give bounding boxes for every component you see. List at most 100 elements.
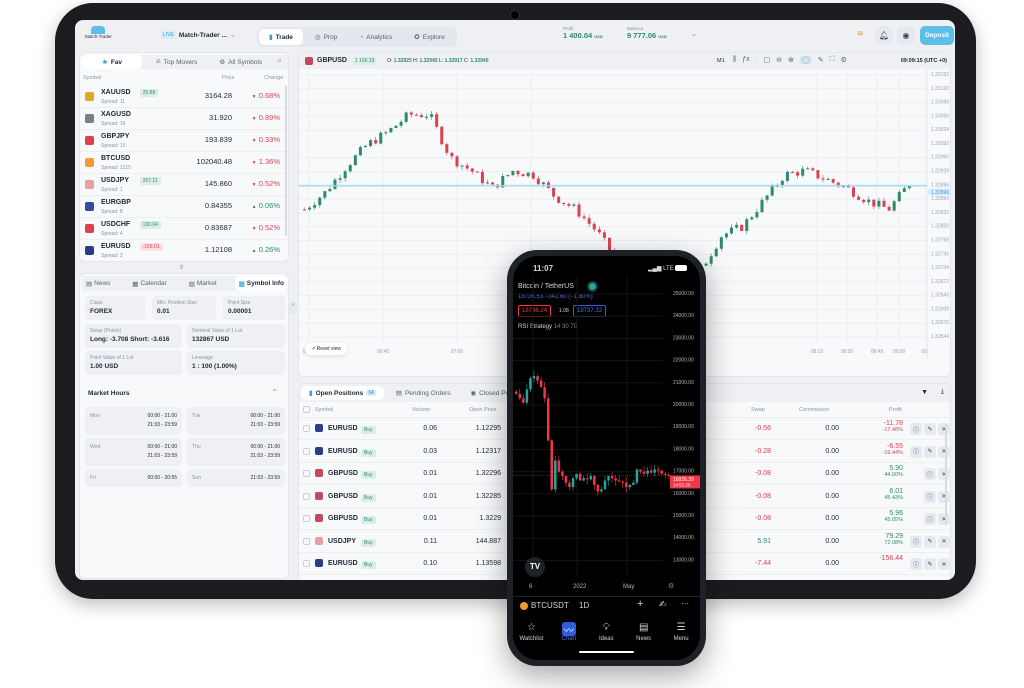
watchlist-row[interactable]: XAGUSD Spread: 16 31.920 ▼ 0.89% — [80, 108, 288, 130]
col-open-price[interactable]: Open Price — [469, 407, 497, 413]
watchlist-tab-all-symbols[interactable]: ⚙ All Symbols — [211, 55, 270, 69]
info-icon[interactable]: ⓘ — [924, 468, 936, 480]
account-expand-chevron-icon[interactable]: ⌄ — [691, 31, 697, 38]
watchlist-scrollbar[interactable] — [285, 86, 287, 236]
mobile-nav-chart[interactable]: 〰 Chart — [550, 622, 587, 642]
watchlist-row[interactable]: XAUUSD 25.88 Spread: 11 3164.28 ▼ 0.68% — [80, 86, 288, 108]
watchlist-row[interactable]: GBPJPY Spread: 15 193.839 ▼ 0.33% — [80, 130, 288, 152]
edit-pencil-icon[interactable]: ✎ — [924, 558, 936, 570]
countdown-label: 14:51:26 — [673, 482, 691, 487]
deposit-button[interactable]: Deposit — [920, 26, 954, 45]
draw-pencil-icon[interactable]: ✎ — [817, 57, 824, 64]
add-plus-icon[interactable]: + — [637, 598, 644, 610]
close-icon[interactable]: ✕ — [938, 558, 950, 570]
panel-resize-handle[interactable]: ⇕ — [179, 265, 185, 271]
watchlist-tab-top-movers[interactable]: 🔥︎ Top Movers — [148, 55, 205, 69]
account-selector[interactable]: LIVE Match-Trader ... ⌄ — [161, 31, 236, 39]
watchlist-row[interactable]: USDJPY 257.11 Spread: 1 145.860 ▼ 0.52% — [80, 174, 288, 196]
col-volume[interactable]: Volume — [412, 407, 431, 413]
info-tab-news[interactable]: ▤ News — [82, 276, 114, 291]
edit-pencil-icon[interactable]: ✎ — [924, 445, 936, 458]
nav-explore[interactable]: ✪ Explore — [404, 29, 455, 45]
row-checkbox[interactable] — [303, 537, 310, 545]
collapse-panel-handle[interactable]: « — [289, 302, 297, 314]
close-icon[interactable]: ✕ — [938, 423, 950, 435]
close-icon[interactable]: ✕ — [938, 535, 950, 548]
col-commission[interactable]: Commission — [799, 407, 830, 413]
watchlist-row[interactable]: EURGBP Spread: 8 0.84355 ▲ 0.06% — [80, 196, 288, 218]
symbol-selector[interactable]: BTCUSDT — [531, 601, 569, 610]
mobile-nav-ideas[interactable]: 💡︎ Ideas — [588, 622, 625, 642]
info-icon[interactable]: ⓘ — [924, 513, 936, 525]
chart-settings-icon[interactable]: ⚙ — [668, 583, 675, 590]
indicators-fx-icon[interactable]: ƒx — [742, 56, 750, 63]
position-row[interactable]: USDJPY Buy 0.11 144.887 5.91 0.00 79.29 7… — [299, 531, 950, 553]
more-icon[interactable]: ··· — [681, 599, 689, 608]
info-icon[interactable]: ⓘ — [924, 490, 936, 503]
mobile-nav-menu[interactable]: ☰ Menu — [663, 622, 700, 642]
fullscreen-icon[interactable]: ⛶ — [829, 56, 835, 63]
watchlist-row[interactable]: USDCHF 130.04 Spread: 4 0.83687 ▼ 0.52% — [80, 218, 288, 240]
settings-gear-icon[interactable]: ⚙ — [840, 57, 847, 64]
collapse-chevron-up-icon[interactable]: ⌃ — [271, 388, 278, 397]
market-hours-day: Thu 00:00 - 21:00 21:03 - 23:59 — [187, 438, 285, 466]
tab-label: Symbol Info — [246, 280, 284, 287]
row-checkbox[interactable] — [303, 515, 310, 522]
row-checkbox[interactable] — [303, 470, 310, 477]
nav-prop[interactable]: ◎ Prop — [305, 29, 347, 45]
download-icon[interactable]: ⤓ — [940, 388, 944, 395]
drawing-pen-icon[interactable]: ✍︎ — [659, 599, 667, 609]
positions-scrollbar[interactable] — [945, 424, 947, 524]
candle-type-icon[interactable]: ⫼ — [733, 56, 737, 63]
timeframe-button[interactable]: M1 — [717, 58, 725, 64]
info-icon[interactable]: ⓘ — [910, 558, 922, 570]
info-icon[interactable]: ⓘ — [910, 423, 922, 435]
select-all-checkbox[interactable] — [303, 406, 310, 413]
info-icon[interactable]: ⓘ — [910, 445, 922, 458]
mobile-nav-watchlist[interactable]: ☆ Watchlist — [513, 622, 550, 642]
zoom-in-icon[interactable]: ⊕ — [787, 57, 794, 64]
close-icon[interactable]: ✕ — [938, 468, 950, 480]
zoom-out-icon[interactable]: ⊖ — [776, 57, 782, 64]
info-icon[interactable]: ⓘ — [910, 535, 922, 548]
row-checkbox[interactable] — [303, 447, 310, 455]
col-symbol[interactable]: Symbol — [315, 407, 334, 413]
symbol-change: 0.33% — [258, 135, 280, 144]
search-icon[interactable]: ⌕ — [277, 56, 282, 65]
positions-tab-pending-orders[interactable]: ▤ Pending Orders — [388, 386, 459, 400]
info-tab-calendar[interactable]: ▦ Calendar — [128, 276, 171, 291]
logo[interactable]: Match-Trader — [85, 26, 112, 39]
filter-icon[interactable]: ▼ — [921, 389, 928, 396]
info-tab-market[interactable]: ▨ Market — [185, 276, 221, 291]
watchlist-row[interactable]: BTCUSD Spread: 1315 102040.48 ▼ 1.36% — [80, 152, 288, 174]
info-tab-symbol-info[interactable]: ▥ Symbol Info — [234, 276, 288, 291]
col-profit[interactable]: Profit — [889, 407, 902, 413]
edit-pencil-icon[interactable]: ✎ — [924, 423, 936, 435]
chart-symbol[interactable]: GBPUSD — [317, 57, 347, 64]
crosshair-icon[interactable]: ◯ — [799, 56, 812, 64]
profile-icon[interactable]: ◉ — [897, 26, 915, 44]
positions-tab-open-positions[interactable]: ▮ Open Positions 14 — [301, 386, 384, 400]
nav-analytics[interactable]: ◔ Analytics — [349, 29, 402, 45]
rectangle-select-icon[interactable]: ▢ — [763, 57, 771, 64]
interval-selector[interactable]: 1D — [579, 601, 590, 610]
edit-pencil-icon[interactable]: ✎ — [924, 535, 936, 548]
hours-range: 21:03 - 23:59 — [147, 422, 177, 428]
watchlist-star-icon: ☆ — [527, 622, 536, 633]
close-icon[interactable]: ✕ — [938, 490, 950, 503]
row-checkbox[interactable] — [303, 560, 310, 567]
col-swap[interactable]: Swap — [751, 407, 765, 413]
mobile-nav-news[interactable]: ▤ News — [625, 622, 662, 642]
watchlist-tab-fav[interactable]: ★ Fav — [82, 55, 142, 69]
notifications-bell-icon[interactable]: 🔔︎ — [875, 26, 893, 44]
close-icon[interactable]: ✕ — [938, 513, 950, 525]
nav-trade[interactable]: ▮ Trade — [259, 29, 303, 45]
reset-view-button[interactable]: ↗ Reset view — [305, 343, 348, 355]
row-checkbox[interactable] — [303, 425, 310, 432]
price-chart[interactable]: 1.33152 1.33120 1.33088 1.33056 1.33024 1.329… — [299, 69, 951, 377]
watchlist-row[interactable]: EURUSD -168.01 Spread: 3 1.12108 ▲ 0.26% — [80, 240, 288, 261]
close-icon[interactable]: ✕ — [938, 445, 950, 458]
row-checkbox[interactable] — [303, 492, 310, 500]
mobile-price-chart[interactable]: 25000.00 24000.00 23000.00 22000.00 21000.00… — [513, 276, 700, 596]
positions-tab-closed-positions[interactable]: ◉ Closed Positions — [463, 386, 536, 400]
